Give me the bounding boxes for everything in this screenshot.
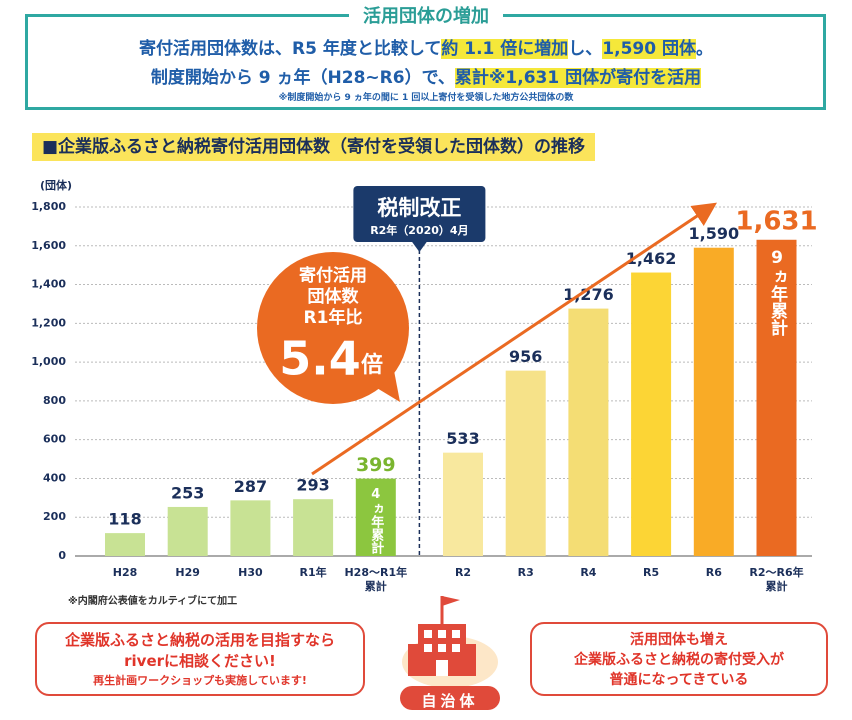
highlight: 約 1.1 倍に増加 xyxy=(441,39,569,59)
y-tick-label: 1,800 xyxy=(31,200,66,213)
x-tick-label: R6 xyxy=(705,566,722,579)
footer-right-box: 活用団体も増え 企業版ふるさと納税の寄付受入が 普通になってきている xyxy=(530,622,828,696)
y-tick-label: 800 xyxy=(43,394,66,407)
footer-text: 企業版ふるさと納税の寄付受入が xyxy=(574,652,784,668)
value-label: 533 xyxy=(446,429,479,448)
y-tick-label: 1,600 xyxy=(31,239,66,252)
bar xyxy=(230,500,271,556)
y-tick-label: 400 xyxy=(43,471,66,484)
source-note: ※内閣府公表値をカルティブにて加工 xyxy=(68,594,237,607)
footer-center-label: 自治体 xyxy=(421,692,479,710)
x-tick-label: H30 xyxy=(238,566,263,579)
text: し、 xyxy=(568,39,603,59)
bar xyxy=(693,247,734,556)
bar-note: 9ヵ年累計 xyxy=(767,247,787,336)
footer-text: 普通になってきている xyxy=(609,672,749,688)
footer-text: 再生計画ワークショップも実施しています! xyxy=(93,674,307,687)
value-label: 956 xyxy=(509,347,542,366)
header-line: 制度開始から 9 ヵ年（H28~R6）で、累計※1,631 団体が寄付を活用 xyxy=(0,63,852,88)
tax-reform-date: R2年（2020）4月 xyxy=(370,223,468,237)
x-tick-label: H29 xyxy=(175,566,200,579)
trend-arrow xyxy=(311,202,717,476)
value-label: 293 xyxy=(296,476,329,495)
bar xyxy=(293,499,334,556)
footer-text: 活用団体も増え xyxy=(630,632,728,648)
y-axis-label: (団体) xyxy=(40,178,72,192)
header-note: ※制度開始から 9 ヵ年の間に 1 回以上寄付を受領した地方公共団体の数 xyxy=(278,93,574,103)
bar xyxy=(443,452,483,556)
text: 寄付活用団体数は、R5 年度と比較して xyxy=(139,39,442,59)
bar xyxy=(631,272,672,556)
bar xyxy=(167,506,208,556)
value-label: 253 xyxy=(171,483,204,502)
footer-left-box: 企業版ふるさと納税の活用を目指すなら riverに相談ください! 再生計画ワーク… xyxy=(35,622,365,696)
bar xyxy=(105,533,145,556)
footer-text: riverに相談ください! xyxy=(124,652,276,670)
bar-note: 4ヵ年累計 xyxy=(368,486,384,554)
header-title: 活用団体の増加 xyxy=(349,6,503,27)
tax-reform-title: 税制改正 xyxy=(377,196,461,220)
y-tick-label: 200 xyxy=(43,510,66,523)
bar xyxy=(505,370,546,556)
callout-text: 寄付活用 xyxy=(299,265,367,286)
footer-text: 企業版ふるさと納税の活用を目指すなら xyxy=(64,631,335,649)
highlight: 1,590 団体 xyxy=(602,39,696,59)
header-title-wrap: 活用団体の増加 xyxy=(0,2,852,28)
callout-circle xyxy=(257,252,409,404)
x-tick-label: R4 xyxy=(580,566,597,579)
bar xyxy=(355,478,396,556)
x-tick-label: H28～R1年 累計 xyxy=(344,566,408,593)
value-label: 118 xyxy=(108,510,141,529)
value-label: 1,276 xyxy=(563,285,614,304)
callout-unit: 倍 xyxy=(361,352,383,378)
section-title: ■企業版ふるさと納税寄付活用団体数（寄付を受領した団体数）の推移 xyxy=(32,133,596,161)
callout-text: 団体数 xyxy=(308,286,360,307)
value-label: 287 xyxy=(234,477,267,496)
y-tick-label: 0 xyxy=(58,549,66,562)
x-tick-label: R2 xyxy=(454,566,472,579)
callout-ratio: 5.4 xyxy=(279,332,361,386)
value-label: 1,590 xyxy=(688,224,739,243)
callout-text: R1年比 xyxy=(304,307,363,328)
x-tick-label: R2～R6年 累計 xyxy=(749,566,804,593)
bar xyxy=(568,308,609,556)
x-tick-label: R3 xyxy=(517,566,534,579)
building-icon xyxy=(400,596,500,710)
x-tick-label: R5 xyxy=(643,566,660,579)
value-label: 1,631 xyxy=(735,206,817,236)
tax-reform-box xyxy=(353,186,486,242)
bar xyxy=(756,239,797,557)
header-line: 寄付活用団体数は、R5 年度と比較して約 1.1 倍に増加し、1,590 団体。 xyxy=(0,34,852,59)
tax-reform-pointer xyxy=(411,241,428,252)
y-tick-label: 1,400 xyxy=(31,278,66,291)
x-tick-label: H28 xyxy=(112,566,138,579)
highlight: 累計※1,631 団体が寄付を活用 xyxy=(454,68,702,88)
y-tick-label: 1,200 xyxy=(31,316,66,329)
text: 制度開始から 9 ヵ年（H28~R6）で、 xyxy=(150,68,455,88)
text: 。 xyxy=(695,39,713,59)
y-tick-label: 1,000 xyxy=(31,355,66,368)
x-tick-label: R1年 xyxy=(299,566,327,579)
value-label: 399 xyxy=(356,454,396,476)
y-tick-label: 600 xyxy=(43,433,66,446)
